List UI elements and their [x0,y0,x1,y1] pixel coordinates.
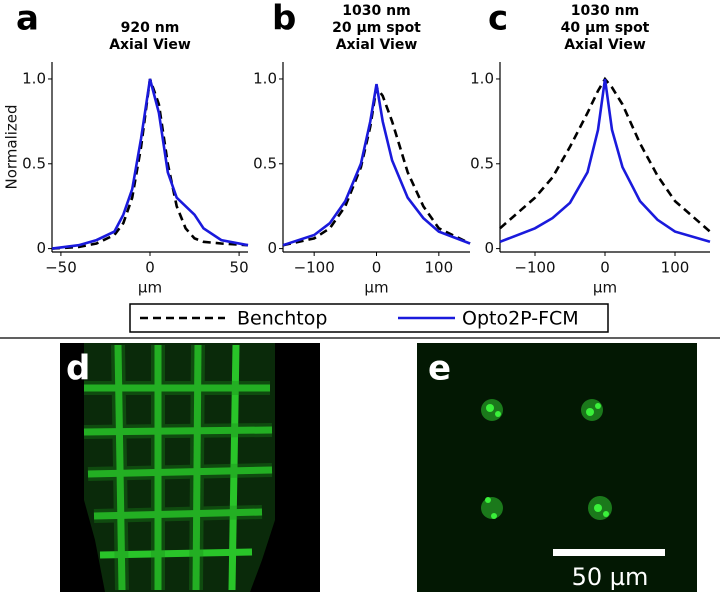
panel-label: b [272,0,296,39]
y-tick-label: 0.5 [470,154,494,172]
x-tick-label: 0 [372,259,382,277]
chart-title: Axial View [564,37,646,53]
chart-title: 1030 nm [342,3,410,19]
y-tick-label: 0 [267,239,277,257]
y-tick-label: 0.5 [22,154,46,172]
grid-image [60,343,320,592]
panel-label: a [16,0,39,39]
chart-title: 920 nm [121,20,180,36]
chart-title: 20 µm spot [332,20,421,36]
legend-label: Opto2P-FCM [462,308,579,330]
panel-label: c [488,0,508,39]
y-tick-label: 1.0 [253,69,277,87]
y-tick-label: 1.0 [22,69,46,87]
chart-title: Axial View [109,37,191,53]
scale-bar-label: 50 µm [572,563,649,591]
x-axis-label: µm [364,279,388,297]
x-tick-label: −100 [514,259,555,277]
chart-title: Axial View [336,37,418,53]
y-tick-label: 0 [36,239,46,257]
panel-label: e [428,349,451,389]
y-tick-label: 0 [484,239,494,257]
x-tick-label: 100 [661,259,690,277]
x-tick-label: −100 [294,259,335,277]
x-tick-label: 0 [600,259,610,277]
line-series [51,78,249,250]
x-axis-label: µm [593,279,617,297]
line-series [282,84,471,247]
panel-label: d [66,349,90,389]
x-tick-label: 0 [145,259,155,277]
spots-image [417,343,697,592]
y-tick-label: 0.5 [253,154,277,172]
legend-label: Benchtop [237,308,327,330]
chart-title: 40 µm spot [561,20,650,36]
y-axis-label: Normalized [3,104,21,189]
y-tick-label: 1.0 [470,69,494,87]
line-series [499,78,711,244]
x-tick-label: 100 [425,259,454,277]
chart-title: 1030 nm [571,3,639,19]
line-series [51,78,249,250]
x-tick-label: −50 [45,259,77,277]
x-axis-label: µm [138,279,162,297]
x-tick-label: 50 [230,259,249,277]
line-series [282,83,471,247]
line-series [499,76,711,233]
